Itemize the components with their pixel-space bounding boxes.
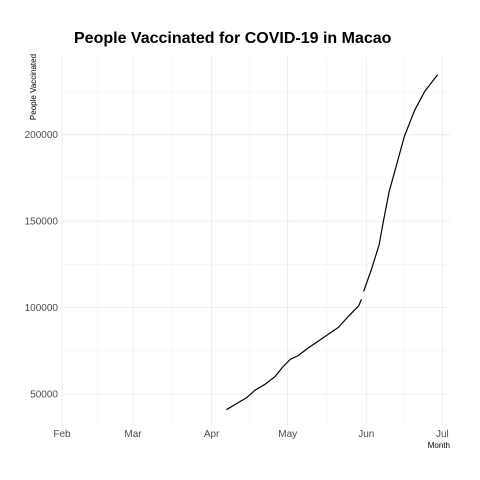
y-axis-tick-labels: 50000 100000 150000 200000 [25, 130, 59, 400]
y-tick-label: 200000 [25, 130, 59, 141]
x-tick-label: Apr [204, 429, 220, 440]
x-axis-title: Month [428, 441, 450, 450]
y-tick-label: 150000 [25, 217, 59, 228]
series-line-segment [363, 74, 438, 292]
x-tick-label: Jun [358, 429, 374, 440]
x-tick-label: May [278, 429, 297, 440]
x-tick-label: Feb [53, 429, 71, 440]
series-line-segment [226, 299, 362, 411]
major-gridlines-y [62, 134, 450, 395]
x-tick-label: Jul [436, 429, 449, 440]
major-gridlines-x [61, 57, 443, 425]
y-tick-label: 100000 [25, 303, 59, 314]
series-layer [226, 74, 438, 411]
y-tick-label: 50000 [30, 389, 58, 400]
x-tick-label: Mar [124, 429, 142, 440]
y-axis-title: People Vaccinated [29, 54, 38, 120]
chart-title: People Vaccinated for COVID-19 in Macao [74, 30, 392, 47]
minor-gridlines-y [62, 91, 450, 352]
x-axis-tick-labels: Feb Mar Apr May Jun Jul [53, 429, 448, 440]
minor-gridlines-x [97, 57, 405, 425]
